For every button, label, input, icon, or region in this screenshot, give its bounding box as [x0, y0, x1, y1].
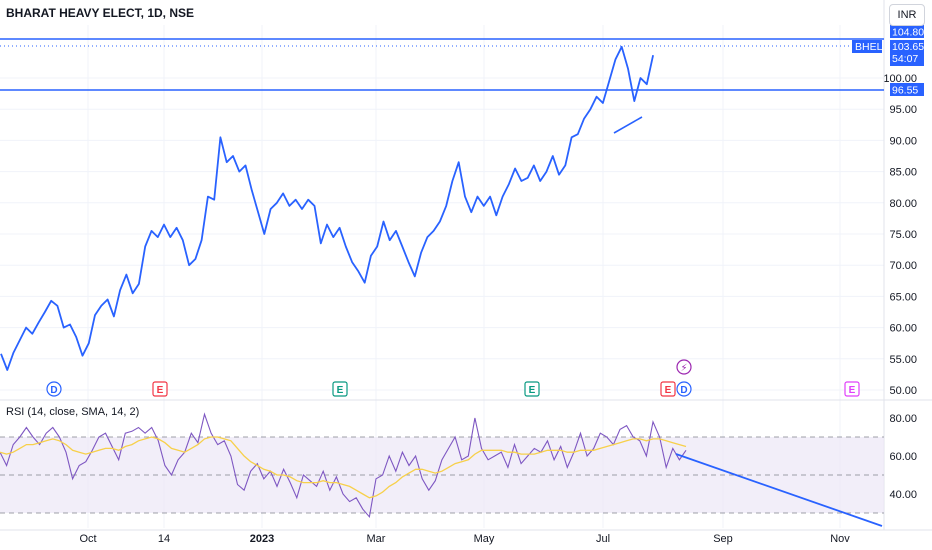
rsi-indicator-label: RSI (14, close, SMA, 14, 2) [6, 406, 140, 418]
event-marker-earnings_green [524, 381, 540, 397]
rsi-sma-line [0, 436, 687, 499]
rsi-line [0, 412, 687, 519]
symbol-title: BHARAT HEAVY ELECT, 1D, NSE [6, 6, 195, 20]
price-tick-label: 70.00 [889, 260, 917, 272]
price-tick-label: 90.00 [889, 135, 917, 147]
event-marker-letter: E [337, 385, 344, 396]
price-tick-label: 55.00 [889, 354, 917, 366]
price-tick-label: 85.00 [889, 167, 917, 179]
price-tick-label: 50.00 [889, 385, 917, 397]
event-marker-earnings_future [844, 381, 860, 397]
level-label-96-55: 96.55 [892, 85, 918, 97]
time-tick-label: Sep [713, 533, 733, 545]
price-line [0, 45, 654, 371]
price-trendline [613, 116, 643, 134]
rsi-trendline [675, 453, 883, 527]
rsi-tick-label: 80.00 [889, 413, 917, 425]
event-marker-letter: D [50, 385, 57, 396]
event-marker-letter: E [665, 385, 672, 396]
event-marker-earnings_red [660, 381, 676, 397]
price-tick-label: 100.00 [883, 73, 917, 85]
level-label-104-80-box [890, 25, 924, 38]
rsi-tick-label: 60.00 [889, 451, 917, 463]
level-label-104-80: 104.80 [892, 27, 924, 39]
event-marker-split [676, 359, 692, 375]
level-label-96-55-box [890, 83, 924, 96]
price-tick-label: 65.00 [889, 291, 917, 303]
time-tick-label: Nov [830, 533, 850, 545]
event-marker-letter: E [529, 385, 536, 396]
time-tick-label: 2023 [250, 533, 274, 545]
last-price-box [890, 40, 924, 66]
last-price-label: 103.65 [892, 41, 924, 53]
countdown-label: 54:07 [892, 53, 918, 65]
time-tick-label: Jul [596, 533, 610, 545]
time-tick-label: May [474, 533, 495, 545]
price-tick-label: 80.00 [889, 198, 917, 210]
event-marker-dividend [46, 381, 62, 397]
time-tick-label: Mar [367, 533, 386, 545]
symbol-tag-box [852, 40, 882, 53]
time-tick-label: Oct [79, 533, 96, 545]
event-marker-letter: ⚡ [680, 363, 687, 374]
event-marker-letter: E [849, 385, 856, 396]
price-tick-label: 95.00 [889, 104, 917, 116]
symbol-tag: BHEL [855, 41, 883, 53]
event-marker-earnings_red [152, 381, 168, 397]
event-marker-earnings_green [332, 381, 348, 397]
event-marker-letter: D [680, 385, 687, 396]
time-tick-label: 14 [158, 533, 170, 545]
price-tick-label: 75.00 [889, 229, 917, 241]
currency-button[interactable]: INR [889, 4, 925, 26]
rsi-tick-label: 40.00 [889, 489, 917, 501]
price-tick-label: 60.00 [889, 323, 917, 335]
event-marker-dividend [676, 381, 692, 397]
event-marker-letter: E [157, 385, 164, 396]
